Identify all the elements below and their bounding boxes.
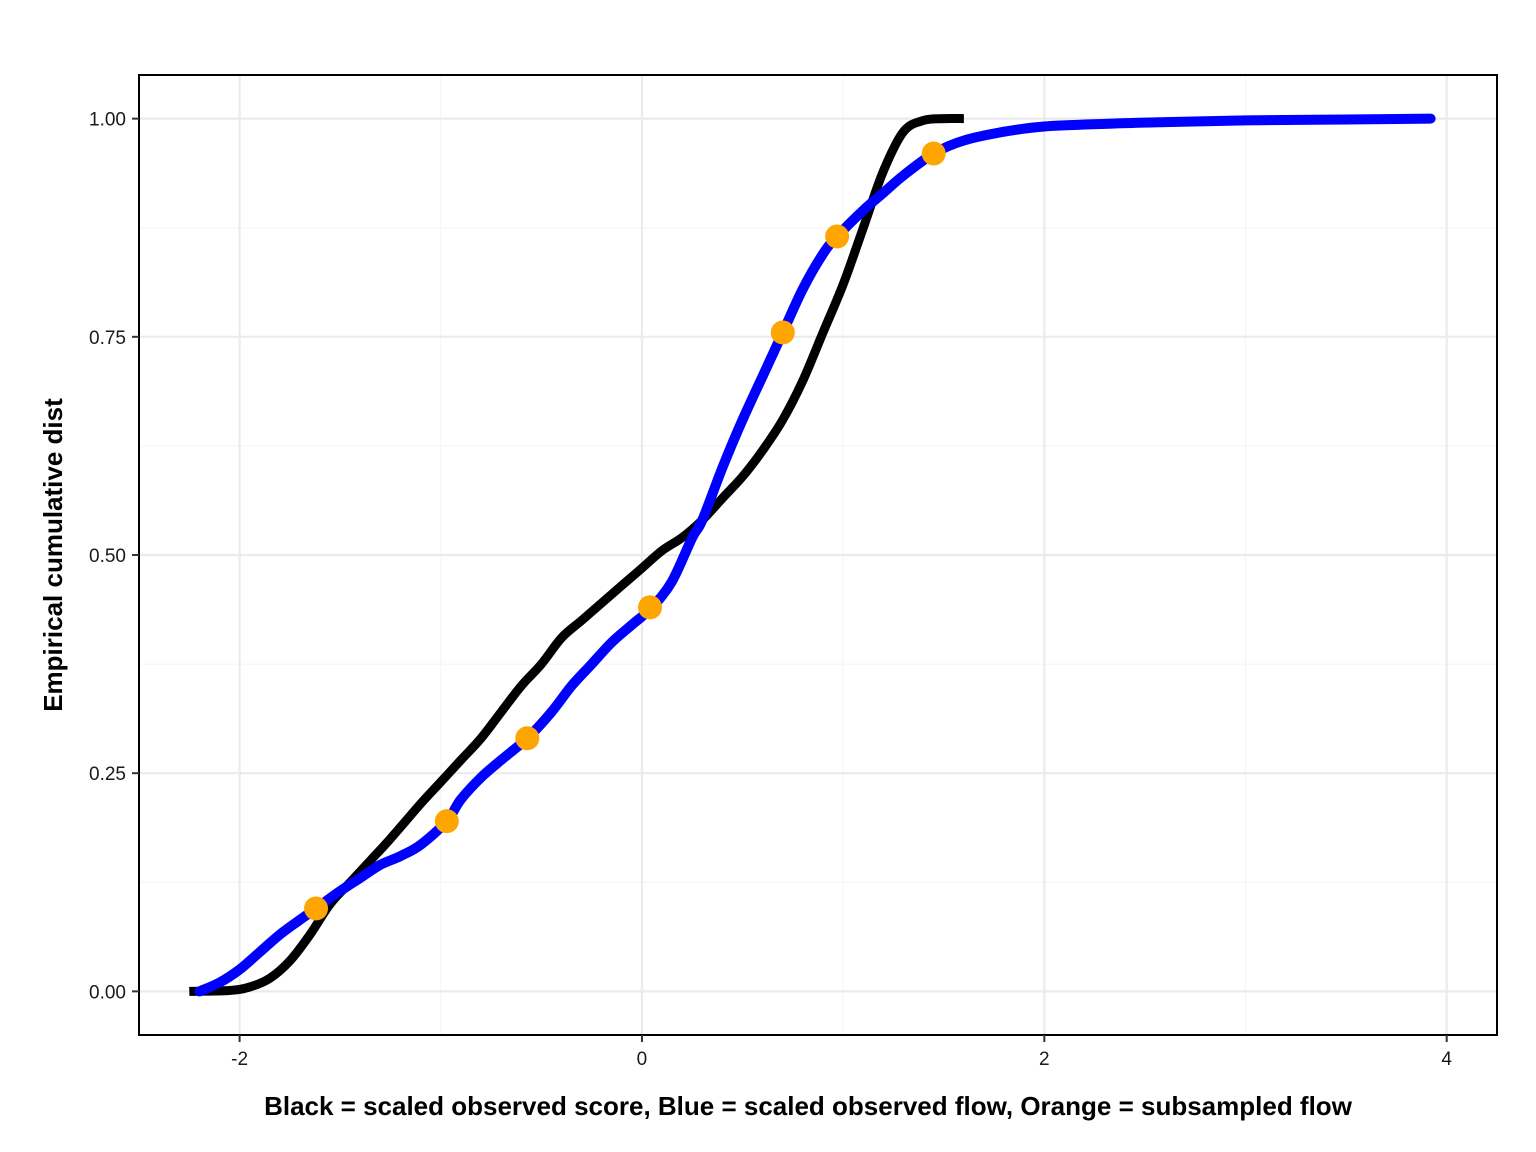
subsampled-flow-point	[825, 224, 850, 249]
axis-ticks: -2 0 2 4 0.00 0.25 0.50 0.75 1.00	[89, 110, 1452, 1070]
subsampled-flow-point	[770, 320, 795, 345]
x-axis-title: Black = scaled observed score, Blue = sc…	[264, 1091, 1353, 1121]
x-tick-label: 4	[1441, 1049, 1452, 1070]
y-tick-label: 0.00	[89, 982, 126, 1003]
y-tick-label: 1.00	[89, 110, 126, 131]
subsampled-flow-point	[515, 726, 540, 751]
y-tick-label: 0.25	[89, 764, 126, 785]
subsampled-flow-point	[638, 595, 663, 620]
y-tick-label: 0.75	[89, 328, 126, 349]
subsampled-flow-point	[304, 896, 329, 921]
subsampled-flow-point	[434, 809, 459, 834]
x-tick-label: -2	[231, 1049, 248, 1070]
data-series	[189, 113, 1436, 997]
x-tick-label: 0	[637, 1049, 648, 1070]
y-tick-label: 0.50	[89, 546, 126, 567]
subsampled-flow-point	[921, 141, 946, 166]
y-axis-title: Empirical cumulative dist	[38, 398, 68, 712]
x-tick-label: 2	[1039, 1049, 1050, 1070]
